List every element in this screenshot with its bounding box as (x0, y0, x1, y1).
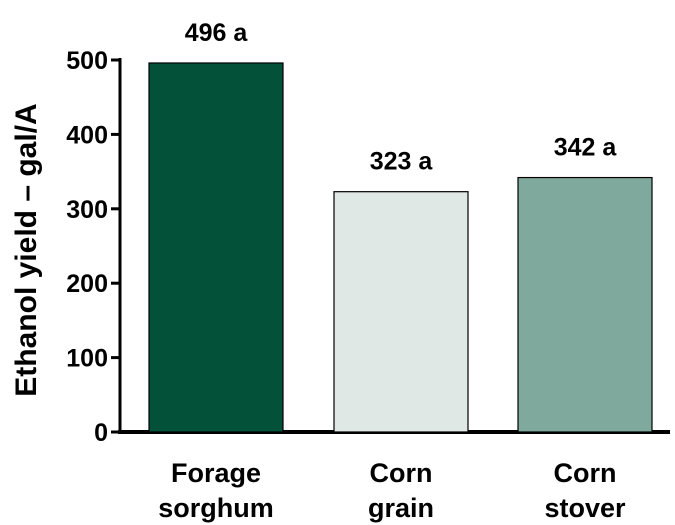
data-label: 342 a (554, 134, 618, 162)
axes: 0 100 200 300 400 500 Ethanol yield – gal/A (10, 47, 670, 447)
labels: 496 a Forage sorghum 323 a Corn grain 342 a Cor… (158, 19, 626, 523)
data-label: 496 a (185, 19, 249, 47)
y-tick-label: 300 (66, 196, 108, 224)
category-label: Corn (370, 458, 433, 488)
category-label: grain (368, 493, 434, 523)
category-label: sorghum (158, 493, 274, 523)
y-tick-label: 100 (66, 345, 108, 373)
y-tick-label: 200 (66, 270, 108, 298)
category-label: Corn (554, 458, 617, 488)
bars (148, 62, 653, 433)
category-label: stover (544, 493, 626, 523)
category-label: Forage (171, 458, 261, 488)
y-tick-label: 0 (94, 419, 108, 447)
y-axis-title: Ethanol yield – gal/A (10, 103, 43, 396)
data-label: 323 a (370, 148, 434, 176)
y-tick-label: 400 (66, 121, 108, 149)
bar (333, 191, 469, 433)
bar (148, 62, 284, 433)
y-tick-label: 500 (66, 47, 108, 75)
bar (517, 176, 653, 433)
